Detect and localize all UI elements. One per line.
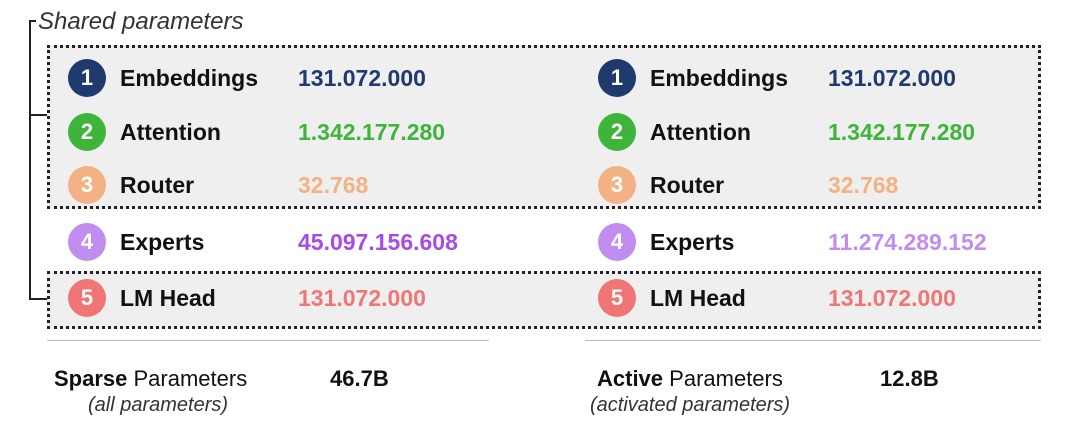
embeddings-value: 131.072.000 [298,64,426,91]
bracket-top-tick [29,20,36,22]
active-divider [585,340,1041,341]
lm-head-value: 131.072.000 [298,284,426,311]
shared-parameters-box [47,45,1041,209]
router-badge: 3 [68,166,106,204]
embeddings-badge: 1 [68,59,106,97]
bracket-tick-lm-head [29,298,47,300]
active-row-attention: 2 Attention 1.342.177.280 [598,112,975,152]
sparse-row-router: 3 Router 32.768 [68,165,368,205]
lm-head-label: LM Head [120,284,216,311]
experts-badge: 4 [68,223,106,261]
experts-label: Experts [120,228,205,255]
active-row-lm-head: 5 LM Head 131.072.000 [598,278,956,318]
active-parameters-subtitle: (activated parameters) [590,394,791,416]
sparse-row-experts: 4 Experts 45.097.156.608 [68,222,458,262]
router-label: Router [650,171,725,198]
active-title-rest: Parameters [663,366,783,391]
lm-head-box [47,271,1041,329]
sparse-title-rest: Parameters [127,366,248,391]
active-title-bold: Active [597,366,664,391]
experts-value: 45.097.156.608 [298,228,458,255]
lm-head-label: LM Head [650,284,746,311]
sparse-parameters-subtitle: (all parameters) [88,394,229,416]
sparse-row-attention: 2 Attention 1.342.177.280 [68,112,445,152]
attention-badge: 2 [68,113,106,151]
router-value: 32.768 [828,171,899,198]
active-parameters-total: 12.8B [880,366,939,391]
attention-label: Attention [120,118,221,145]
lm-head-badge: 5 [68,279,106,317]
embeddings-label: Embeddings [650,64,789,91]
sparse-row-lm-head: 5 LM Head 131.072.000 [68,278,426,318]
active-row-embeddings: 1 Embeddings 131.072.000 [598,58,956,98]
active-row-experts: 4 Experts 11.274.289.152 [598,222,987,262]
lm-head-badge: 5 [598,279,636,317]
sparse-divider [47,340,489,341]
experts-value: 11.274.289.152 [828,228,987,255]
bracket-tick-shared-box [29,114,47,116]
attention-label: Attention [650,118,751,145]
lm-head-value: 131.072.000 [828,284,956,311]
shared-parameters-label: Shared parameters [38,8,244,35]
experts-label: Experts [650,228,735,255]
embeddings-value: 131.072.000 [828,64,956,91]
sparse-row-embeddings: 1 Embeddings 131.072.000 [68,58,426,98]
attention-value: 1.342.177.280 [828,118,976,145]
sparse-parameters-total: 46.7B [330,366,389,391]
embeddings-badge: 1 [598,59,636,97]
active-row-router: 3 Router 32.768 [598,165,898,205]
shared-bracket [29,20,31,300]
attention-value: 1.342.177.280 [298,118,446,145]
embeddings-label: Embeddings [120,64,259,91]
router-value: 32.768 [298,171,369,198]
router-badge: 3 [598,166,636,204]
attention-badge: 2 [598,113,636,151]
sparse-title-bold: Sparse [54,366,128,391]
active-parameters-title: Active Parameters [597,366,783,392]
router-label: Router [120,171,195,198]
sparse-parameters-title: Sparse Parameters [54,366,247,392]
experts-badge: 4 [598,223,636,261]
